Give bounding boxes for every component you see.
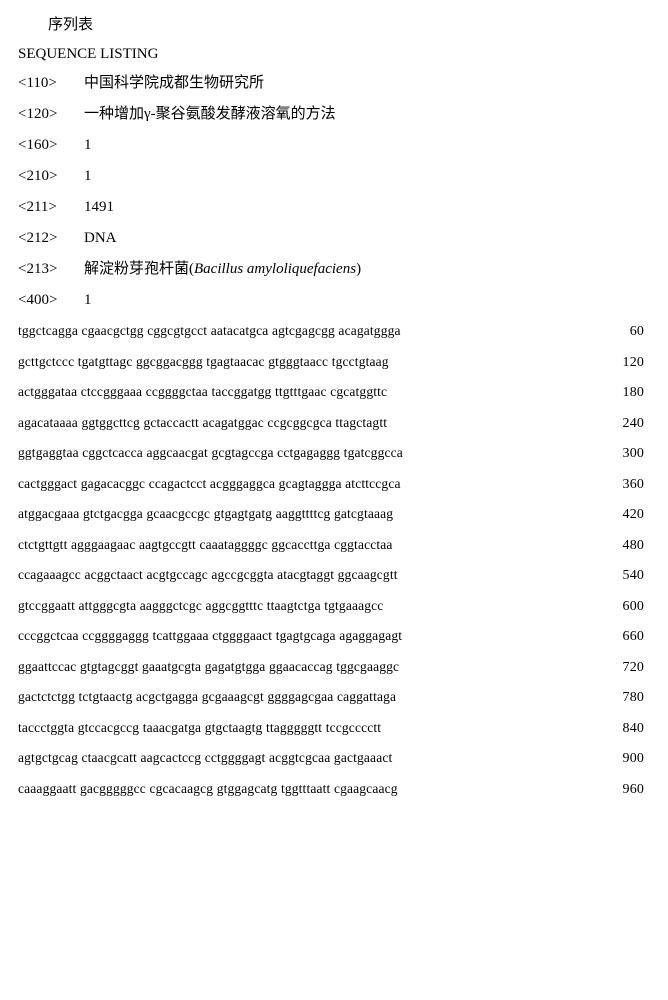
- sequence-text: taccctggta gtccacgccg taaacgatga gtgctaa…: [18, 721, 381, 735]
- sequence-position: 960: [608, 783, 644, 797]
- sequence-line: ccagaaagcc acggctaact acgtgccagc agccgcg…: [18, 568, 644, 583]
- meta-tag: <120>: [18, 107, 66, 122]
- sequence-line: tggctcagga cgaacgctgg cggcgtgcct aatacat…: [18, 324, 644, 339]
- sequence-line: atggacgaaa gtctgacgga gcaacgccgc gtgagtg…: [18, 507, 644, 522]
- sequence-text: cccggctcaa ccggggaggg tcattggaaa ctgggga…: [18, 629, 402, 643]
- sequence-text: actgggataa ctccgggaaa ccggggctaa taccgga…: [18, 385, 387, 399]
- sequence-text: tggctcagga cgaacgctgg cggcgtgcct aatacat…: [18, 324, 401, 338]
- sequence-block: tggctcagga cgaacgctgg cggcgtgcct aatacat…: [18, 324, 644, 797]
- meta-tag: <212>: [18, 231, 66, 246]
- sequence-position: 660: [608, 630, 644, 644]
- sequence-line: gactctctgg tctgtaactg acgctgagga gcgaaag…: [18, 690, 644, 705]
- meta-tag: <211>: [18, 200, 66, 215]
- meta-tag: <210>: [18, 169, 66, 184]
- sequence-table-title: 序列表: [48, 18, 644, 33]
- meta-value: 1: [84, 293, 92, 308]
- organism-latin-name: Bacillus amyloliquefaciens: [194, 261, 356, 277]
- metadata-block: <110> 中国科学院成都生物研究所 <120> 一种增加γ-聚谷氨酸发酵液溶氧的方法…: [18, 76, 644, 308]
- sequence-position: 420: [608, 508, 644, 522]
- meta-tag: <110>: [18, 76, 66, 91]
- meta-tag: <160>: [18, 138, 66, 153]
- sequence-line: ggtgaggtaa cggctcacca aggcaacgat gcgtagc…: [18, 446, 644, 461]
- sequence-position: 60: [608, 325, 644, 339]
- meta-value: 1: [84, 169, 92, 184]
- meta-line: <110> 中国科学院成都生物研究所: [18, 76, 644, 91]
- sequence-position: 120: [608, 356, 644, 370]
- meta-line: <211> 1491: [18, 200, 644, 215]
- meta-value: 一种增加γ-聚谷氨酸发酵液溶氧的方法: [84, 107, 336, 122]
- sequence-position: 540: [608, 569, 644, 583]
- sequence-line: cccggctcaa ccggggaggg tcattggaaa ctgggga…: [18, 629, 644, 644]
- sequence-position: 720: [608, 661, 644, 675]
- sequence-line: caaaggaatt gacgggggcc cgcacaagcg gtggagc…: [18, 782, 644, 797]
- sequence-line: agacataaaa ggtggcttcg gctaccactt acagatg…: [18, 416, 644, 431]
- sequence-position: 780: [608, 691, 644, 705]
- sequence-line: ctctgttgtt agggaagaac aagtgccgtt caaatag…: [18, 538, 644, 553]
- sequence-text: agtgctgcag ctaacgcatt aagcactccg cctgggg…: [18, 751, 392, 765]
- sequence-text: gcttgctccc tgatgttagc ggcggacggg tgagtaa…: [18, 355, 389, 369]
- sequence-position: 600: [608, 600, 644, 614]
- sequence-position: 240: [608, 417, 644, 431]
- sequence-text: agacataaaa ggtggcttcg gctaccactt acagatg…: [18, 416, 387, 430]
- meta-line: <120> 一种增加γ-聚谷氨酸发酵液溶氧的方法: [18, 107, 644, 122]
- sequence-position: 180: [608, 386, 644, 400]
- sequence-line: agtgctgcag ctaacgcatt aagcactccg cctgggg…: [18, 751, 644, 766]
- meta-value: 中国科学院成都生物研究所: [84, 76, 264, 91]
- meta-value: 1491: [84, 200, 114, 215]
- sequence-position: 840: [608, 722, 644, 736]
- sequence-text: ggtgaggtaa cggctcacca aggcaacgat gcgtagc…: [18, 446, 403, 460]
- sequence-text: ggaattccac gtgtagcggt gaaatgcgta gagatgt…: [18, 660, 399, 674]
- sequence-line: ggaattccac gtgtagcggt gaaatgcgta gagatgt…: [18, 660, 644, 675]
- sequence-listing-header: SEQUENCE LISTING: [18, 47, 644, 62]
- sequence-text: cactgggact gagacacggc ccagactcct acgggag…: [18, 477, 401, 491]
- sequence-line: gcttgctccc tgatgttagc ggcggacggg tgagtaa…: [18, 355, 644, 370]
- sequence-line: actgggataa ctccgggaaa ccggggctaa taccgga…: [18, 385, 644, 400]
- meta-line: <210> 1: [18, 169, 644, 184]
- meta-value: 1: [84, 138, 92, 153]
- meta-value: 解淀粉芽孢杆菌(Bacillus amyloliquefaciens): [84, 262, 361, 277]
- sequence-position: 300: [608, 447, 644, 461]
- sequence-text: caaaggaatt gacgggggcc cgcacaagcg gtggagc…: [18, 782, 398, 796]
- sequence-position: 360: [608, 478, 644, 492]
- sequence-position: 900: [608, 752, 644, 766]
- meta-tag: <213>: [18, 262, 66, 277]
- sequence-text: gactctctgg tctgtaactg acgctgagga gcgaaag…: [18, 690, 396, 704]
- meta-line: <213> 解淀粉芽孢杆菌(Bacillus amyloliquefaciens): [18, 262, 644, 277]
- meta-line: <160> 1: [18, 138, 644, 153]
- meta-line: <400> 1: [18, 293, 644, 308]
- meta-line: <212> DNA: [18, 231, 644, 246]
- sequence-line: gtccggaatt attgggcgta aagggctcgc aggcggt…: [18, 599, 644, 614]
- meta-tag: <400>: [18, 293, 66, 308]
- sequence-text: atggacgaaa gtctgacgga gcaacgccgc gtgagtg…: [18, 507, 393, 521]
- meta-value: DNA: [84, 231, 117, 246]
- sequence-position: 480: [608, 539, 644, 553]
- sequence-line: taccctggta gtccacgccg taaacgatga gtgctaa…: [18, 721, 644, 736]
- sequence-text: ccagaaagcc acggctaact acgtgccagc agccgcg…: [18, 568, 398, 582]
- sequence-text: ctctgttgtt agggaagaac aagtgccgtt caaatag…: [18, 538, 393, 552]
- sequence-text: gtccggaatt attgggcgta aagggctcgc aggcggt…: [18, 599, 383, 613]
- sequence-line: cactgggact gagacacggc ccagactcct acgggag…: [18, 477, 644, 492]
